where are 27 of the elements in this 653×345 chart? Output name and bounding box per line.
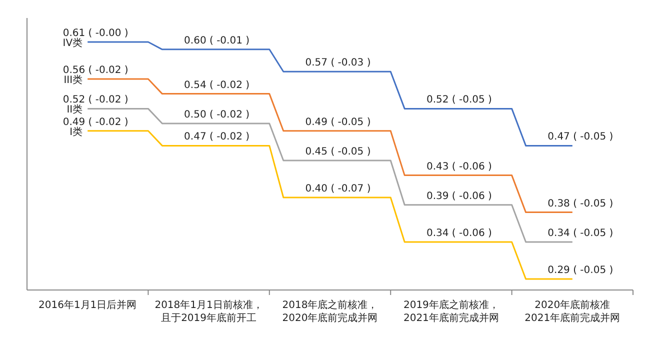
- data-label: 0.60 ( -0.01 ): [184, 35, 250, 46]
- x-tick-label: 2019年底之前核准，2021年底前完成并网: [403, 299, 499, 324]
- data-label: 0.39 ( -0.06 ): [426, 190, 492, 202]
- data-label: 0.61 ( -0.00 ): [62, 28, 128, 39]
- x-tick-label: 2016年1月1日后并网: [38, 299, 137, 311]
- series-label: I类: [70, 126, 83, 138]
- data-label: 0.29 ( -0.05 ): [548, 265, 614, 276]
- data-label: 0.40 ( -0.07 ): [305, 184, 371, 195]
- data-label: 0.47 ( -0.05 ): [548, 132, 614, 143]
- x-tick-label: 2018年底之前核准，2020年底前完成并网: [282, 299, 378, 324]
- data-label: 0.49 ( -0.05 ): [305, 116, 371, 128]
- data-label: 0.54 ( -0.02 ): [184, 80, 250, 91]
- x-tick-label: 2020年底前核准2021年底前完成并网: [524, 299, 620, 324]
- data-label: 0.45 ( -0.05 ): [305, 146, 371, 158]
- data-label: 0.38 ( -0.05 ): [548, 198, 614, 210]
- data-label: 0.57 ( -0.03 ): [305, 58, 371, 69]
- data-label: 0.52 ( -0.05 ): [426, 94, 492, 106]
- data-label: 0.47 ( -0.02 ): [184, 132, 250, 143]
- data-label: 0.49 ( -0.02 ): [62, 116, 128, 128]
- series-label: II类: [66, 104, 83, 116]
- data-label: 0.50 ( -0.02 ): [184, 109, 250, 120]
- x-tick-label: 2018年1月1日前核准，且于2019年底前开工: [154, 299, 263, 324]
- data-label: 0.34 ( -0.06 ): [426, 228, 492, 239]
- data-label: 0.43 ( -0.06 ): [426, 161, 492, 172]
- series-label: III类: [64, 74, 83, 86]
- data-label: 0.34 ( -0.05 ): [548, 228, 614, 239]
- series-label: IV类: [62, 37, 83, 49]
